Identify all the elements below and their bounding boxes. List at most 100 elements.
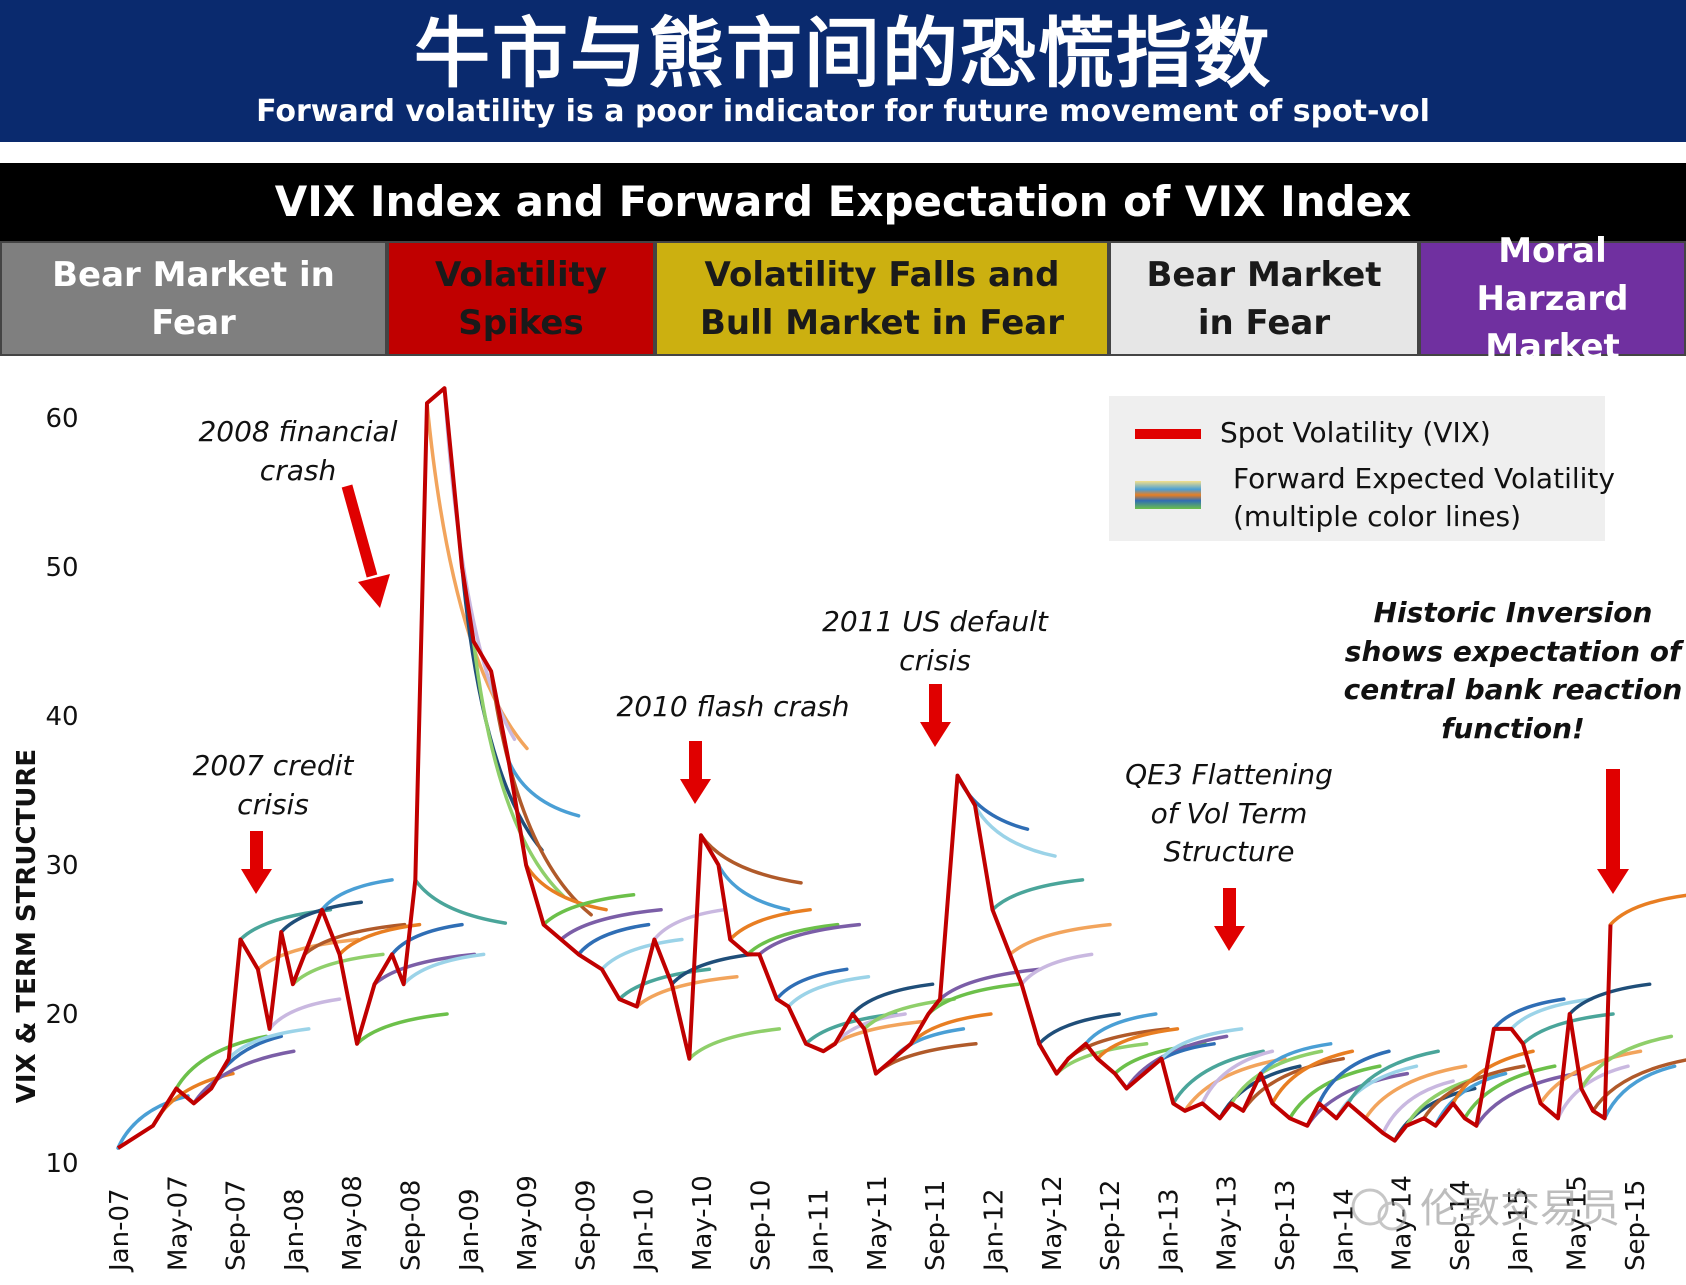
x-tick-label: Jan-11 (805, 1188, 835, 1273)
annotation-2007-line2: crisis (237, 788, 309, 821)
forward-curve (151, 1071, 235, 1128)
annotation-historic-line3: central bank reaction (1344, 673, 1683, 706)
chart-title: VIX Index and Forward Expectation of VIX… (0, 163, 1686, 241)
forward-curve (617, 967, 712, 1001)
x-tick-label: Jan-09 (455, 1188, 485, 1273)
forward-curve (372, 952, 477, 986)
forward-curve (1451, 1049, 1535, 1106)
x-tick-label: May-12 (1038, 1175, 1068, 1271)
forward-curve (267, 997, 342, 1031)
arrow-historic (1597, 769, 1629, 894)
forward-curve (256, 937, 360, 972)
arrow-2011 (920, 684, 951, 747)
forward-curve (775, 967, 849, 1001)
forward-curve (600, 937, 684, 972)
x-tick-label: Jan-07 (105, 1188, 135, 1273)
forward-curve (291, 952, 385, 986)
annotation-2011-line2: crisis (899, 644, 971, 677)
chart-area: VIX & TERM STRUCTURE 10 20 30 40 50 60 Jan-07… (0, 356, 1686, 1281)
annotation-historic-line2: shows expectation of (1345, 635, 1685, 668)
x-tick-label: May-11 (863, 1175, 893, 1271)
forward-curve (192, 1049, 296, 1106)
forward-curve (1200, 1049, 1275, 1106)
legend: Spot Volatility (VIX) Forward Expected V… (1109, 396, 1615, 541)
x-tick-label: Sep-09 (571, 1180, 601, 1271)
x-tick-label: Jan-08 (280, 1188, 310, 1273)
forward-curve (227, 1027, 311, 1061)
forward-curve (1462, 1064, 1557, 1121)
y-tick-label: 60 (45, 404, 78, 434)
forward-curve (1567, 982, 1652, 1016)
x-tick-label: May-13 (1213, 1175, 1243, 1271)
x-tick-label: May-08 (338, 1175, 368, 1271)
x-tick-label: Sep-12 (1096, 1180, 1126, 1271)
x-tick-label: Sep-08 (397, 1180, 427, 1271)
forward-curve (891, 1027, 966, 1061)
phase-volatility-spikes: Volatility Spikes (387, 241, 655, 356)
forward-curve (1509, 997, 1594, 1031)
y-tick-label: 30 (45, 851, 78, 881)
forward-curve (687, 1027, 782, 1061)
wechat-icon (1351, 1188, 1389, 1226)
phase-bear-market-in-fear: Bear Market in Fear (0, 241, 387, 356)
arrow-2007 (241, 831, 272, 894)
forward-curve (955, 773, 1030, 831)
annotation-historic-line1: Historic Inversion (1374, 596, 1653, 629)
x-tick-label: May-09 (513, 1175, 543, 1271)
watermark: 伦敦交易员 (1351, 1186, 1620, 1232)
forward-curve (1270, 1049, 1355, 1106)
subtitle: Forward volatility is a poor indicator f… (256, 94, 1430, 129)
forward-curve (1422, 1064, 1526, 1121)
forward-curve (1019, 952, 1094, 986)
forward-curve (1608, 893, 1686, 927)
phase-moral-hazard-market: Moral Harzard Market (1419, 231, 1686, 367)
forward-curve (728, 907, 812, 942)
x-tick-label: Jan-12 (980, 1188, 1010, 1273)
forward-curve (471, 639, 566, 899)
forward-curve (757, 922, 862, 957)
phase-volatility-falls: Volatility Falls and Bull Market in Fear (655, 241, 1109, 356)
forward-curve (716, 863, 791, 912)
forward-curve (1037, 1012, 1121, 1046)
annotation-2011-line1: 2011 US default (822, 605, 1049, 638)
forward-curve (1521, 1012, 1615, 1046)
vix-chart: VIX & TERM STRUCTURE 10 20 30 40 50 60 Jan-07… (12, 386, 1686, 1273)
forward-curve (460, 565, 544, 852)
arrow-qe3 (1214, 888, 1245, 951)
forward-curve (506, 758, 581, 818)
header-banner: 牛市与熊市间的恐慌指数 Forward volatility is a poor… (0, 0, 1686, 142)
forward-curve (1363, 1064, 1468, 1121)
forward-curve (1159, 1027, 1244, 1061)
arrow-2010 (680, 741, 711, 804)
x-tick-label: May-10 (688, 1175, 718, 1271)
forward-curve (559, 907, 663, 942)
legend-forward-label-line1: Forward Expected Volatility (1233, 462, 1615, 495)
x-tick-label: Sep-11 (921, 1180, 951, 1271)
forward-curve (524, 863, 608, 912)
forward-curve (973, 803, 1057, 858)
arrow-2008 (341, 484, 390, 608)
annotation-qe3-line2: of Vol Term (1151, 797, 1308, 830)
forward-curve (1095, 1027, 1180, 1061)
x-tick-label: Jan-15 (1504, 1188, 1534, 1273)
forward-curve (786, 975, 871, 1009)
x-tick-label: Sep-14 (1446, 1180, 1476, 1271)
annotation-2008-line1: 2008 financial (198, 415, 397, 448)
x-tick-label: Jan-13 (1154, 1188, 1184, 1273)
legend-forward-label-line2: (multiple color lines) (1233, 500, 1521, 533)
forward-curve (1183, 1056, 1287, 1113)
x-tick-label: Sep-15 (1621, 1180, 1651, 1271)
forward-curve (1591, 1058, 1686, 1113)
forward-curve (413, 878, 508, 925)
legend-forward-swatch (1135, 481, 1201, 509)
y-tick-label: 40 (45, 702, 78, 732)
forward-curve (1346, 1049, 1440, 1106)
annotation-historic-line4: function! (1441, 712, 1585, 745)
forward-curve (850, 982, 935, 1016)
forward-curve (1084, 1012, 1158, 1046)
forward-curve (670, 952, 754, 986)
forward-curve (1171, 1049, 1265, 1106)
forward-curve (1602, 1064, 1677, 1121)
forward-curve (425, 401, 529, 751)
forward-curve (401, 952, 486, 986)
